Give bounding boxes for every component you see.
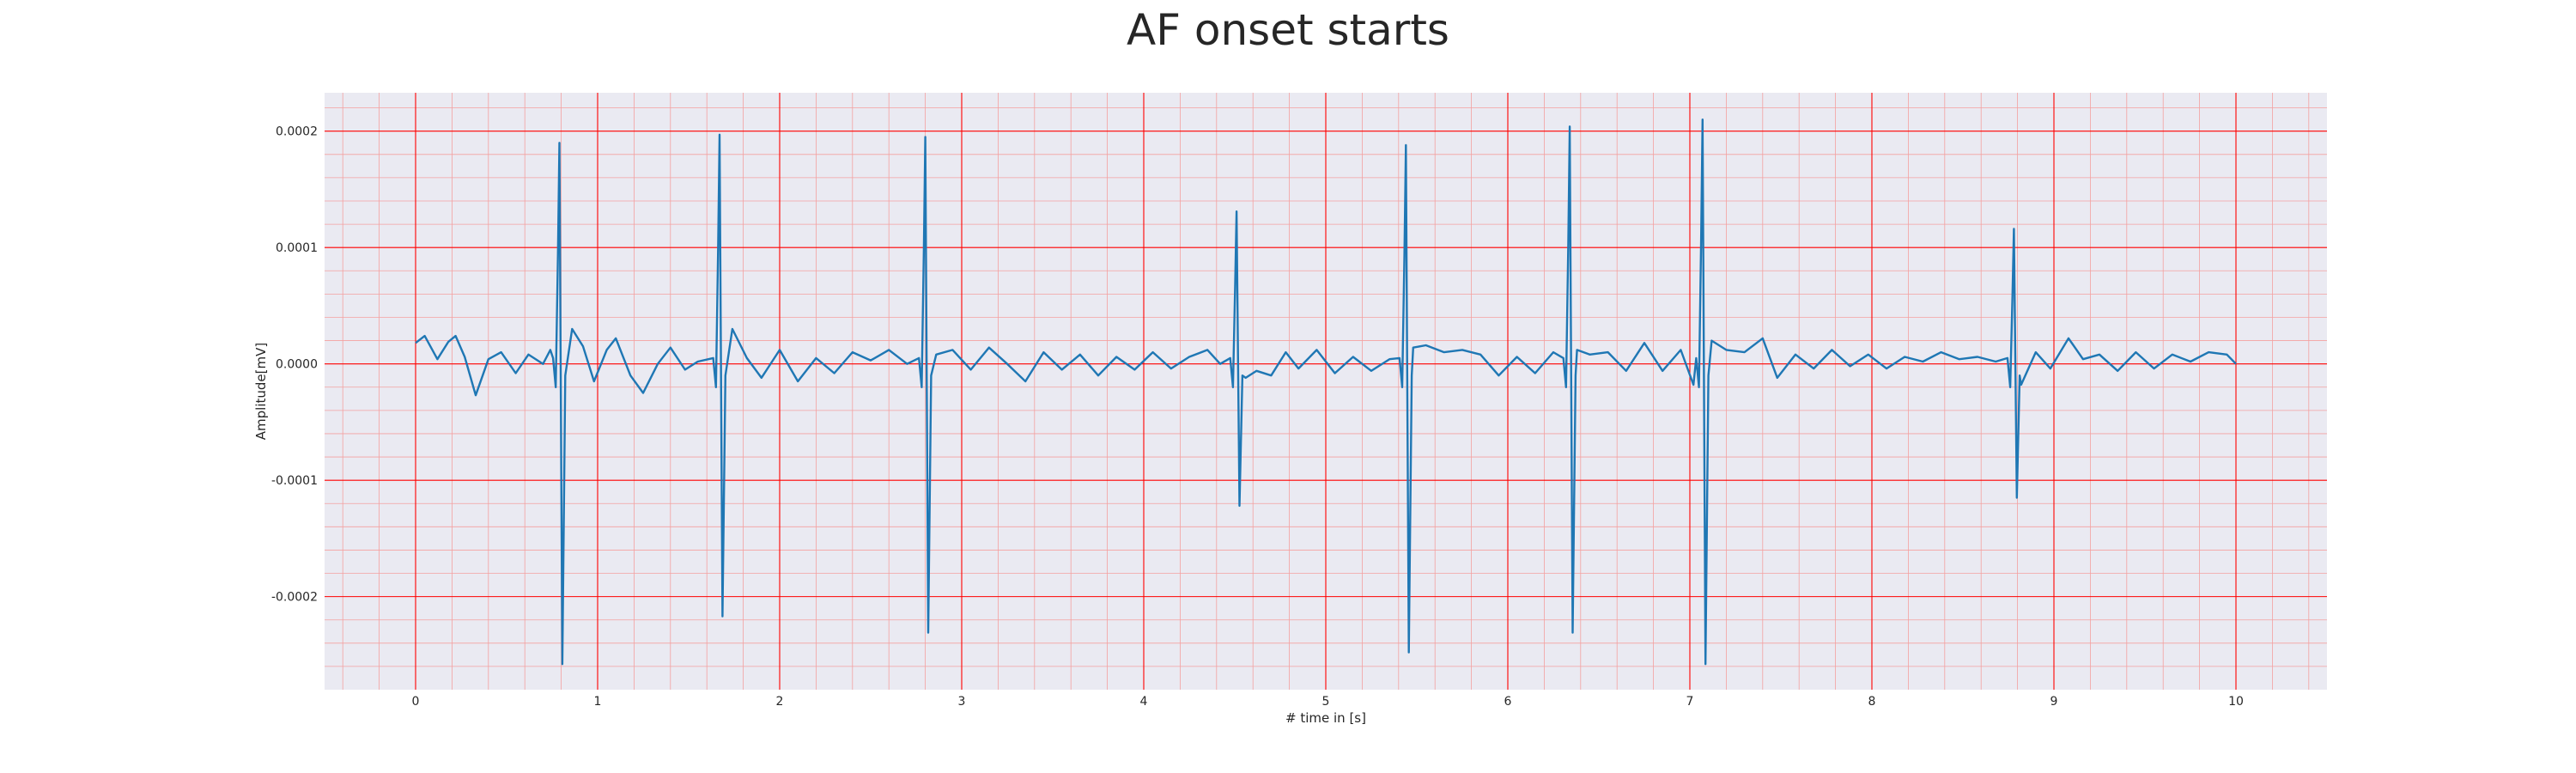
x-tick-label: 6 [1504,695,1512,709]
y-tick-label: -0.0002 [271,591,318,605]
x-axis-ticks: 0 1 2 3 4 5 6 7 8 9 10 [412,695,2244,709]
x-tick-label: 3 [958,695,966,709]
x-tick-label: 4 [1140,695,1148,709]
chart-title: AF onset starts [1127,5,1449,55]
x-tick-label: 5 [1322,695,1330,709]
y-tick-label: 0.0000 [276,358,318,372]
x-tick-label: 10 [2228,695,2244,709]
y-tick-label: 0.0001 [276,241,318,255]
x-tick-label: 1 [594,695,602,709]
y-tick-label: -0.0001 [271,474,318,488]
y-axis-ticks: 0.0002 0.0001 0.0000 -0.0001 -0.0002 [271,125,318,605]
x-tick-label: 7 [1686,695,1694,709]
x-axis-label: # time in [s] [1285,710,1366,726]
signal-line [415,119,2237,666]
x-tick-label: 2 [776,695,784,709]
x-tick-label: 8 [1868,695,1876,709]
x-tick-label: 9 [2050,695,2058,709]
x-tick-label: 0 [412,695,420,709]
y-axis-label: Amplitude[mV] [253,343,269,440]
y-tick-label: 0.0002 [276,125,318,139]
